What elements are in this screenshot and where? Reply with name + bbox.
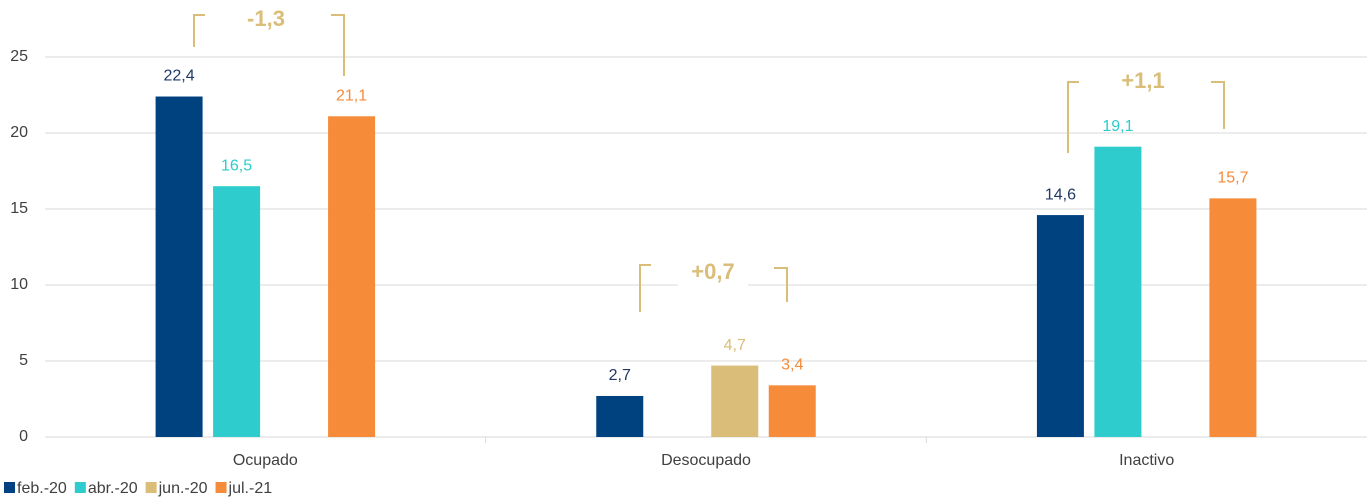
bar: [768, 385, 816, 437]
legend-label: feb.-20: [17, 480, 67, 497]
annotation-bg: [231, 6, 301, 34]
legend-swatch: [145, 482, 157, 493]
value-label: 22,4: [164, 68, 195, 85]
annotation-bracket: [1067, 81, 1225, 153]
bar: [155, 96, 203, 438]
y-tick-label: 0: [19, 428, 28, 445]
annotation-bracket: [639, 264, 788, 312]
legend-swatch: [215, 482, 227, 493]
bar: [1209, 198, 1257, 437]
legend-label: jun.-20: [158, 480, 208, 497]
value-label: 3,4: [781, 357, 803, 374]
bar: [328, 116, 376, 437]
annotation: +0,7: [691, 259, 734, 284]
legend-label: jul.-21: [228, 480, 273, 497]
value-label: 19,1: [1102, 118, 1133, 135]
bar: [1094, 146, 1142, 437]
value-label: 15,7: [1217, 170, 1248, 187]
annotation-bg: [1108, 68, 1178, 96]
y-tick-label: 20: [10, 124, 28, 141]
x-tick-label: Ocupado: [233, 452, 298, 469]
annotation-bg: [678, 259, 748, 287]
annotation: -1,3: [247, 6, 285, 31]
bar: [1036, 215, 1084, 437]
bar: [213, 186, 261, 437]
y-tick-label: 10: [10, 276, 28, 293]
y-tick-label: 15: [10, 200, 28, 217]
bar: [596, 395, 644, 437]
legend-label: abr.-20: [88, 480, 138, 497]
x-tick-label: Desocupado: [661, 452, 751, 469]
value-label: 16,5: [221, 157, 252, 174]
value-label: 4,7: [724, 337, 746, 354]
legend-swatch: [74, 482, 86, 493]
annotation-bracket: [193, 14, 345, 76]
legend-swatch: [4, 482, 15, 493]
value-label: 21,1: [336, 87, 367, 104]
annotation: +1,1: [1121, 68, 1164, 93]
y-tick-label: 25: [10, 48, 28, 65]
y-tick-label: 5: [19, 352, 28, 369]
value-label: 14,6: [1045, 186, 1076, 203]
x-tick-label: Inactivo: [1119, 452, 1174, 469]
bar: [711, 365, 759, 437]
value-label: 2,7: [609, 367, 631, 384]
